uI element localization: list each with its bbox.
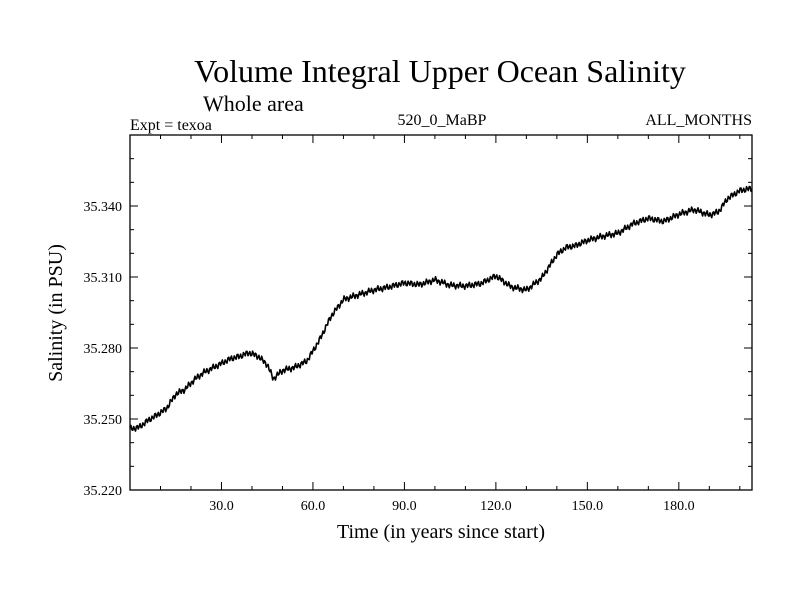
months-label: ALL_MONTHS	[645, 112, 752, 129]
x-tick-label: 180.0	[663, 499, 695, 514]
y-tick-label: 35.310	[84, 271, 123, 286]
series-line-salinity	[129, 185, 753, 432]
chart-subtitle: Whole area	[203, 91, 304, 116]
y-tick-label: 35.280	[84, 342, 123, 357]
x-tick-label: 120.0	[480, 499, 512, 514]
y-axis-label: Salinity (in PSU)	[45, 244, 67, 382]
x-tick-label: 30.0	[209, 499, 234, 514]
period-label: 520_0_MaBP	[398, 112, 487, 129]
x-tick-label: 90.0	[392, 499, 417, 514]
plot-area: 30.0 60.0 90.0 120.0 150.0 180.0 35.220 35.250 3…	[84, 134, 753, 514]
experiment-label: Expt = texoa	[130, 117, 212, 134]
plot-frame	[129, 134, 753, 491]
y-tick-label: 35.220	[84, 484, 123, 499]
x-tick-label: 150.0	[572, 499, 604, 514]
x-axis-label: Time (in years since start)	[337, 521, 545, 543]
x-tick-label: 60.0	[301, 499, 326, 514]
y-tick-label: 35.250	[84, 413, 123, 428]
chart-title: Volume Integral Upper Ocean Salinity	[194, 53, 686, 89]
y-tick-label: 35.340	[84, 200, 123, 215]
